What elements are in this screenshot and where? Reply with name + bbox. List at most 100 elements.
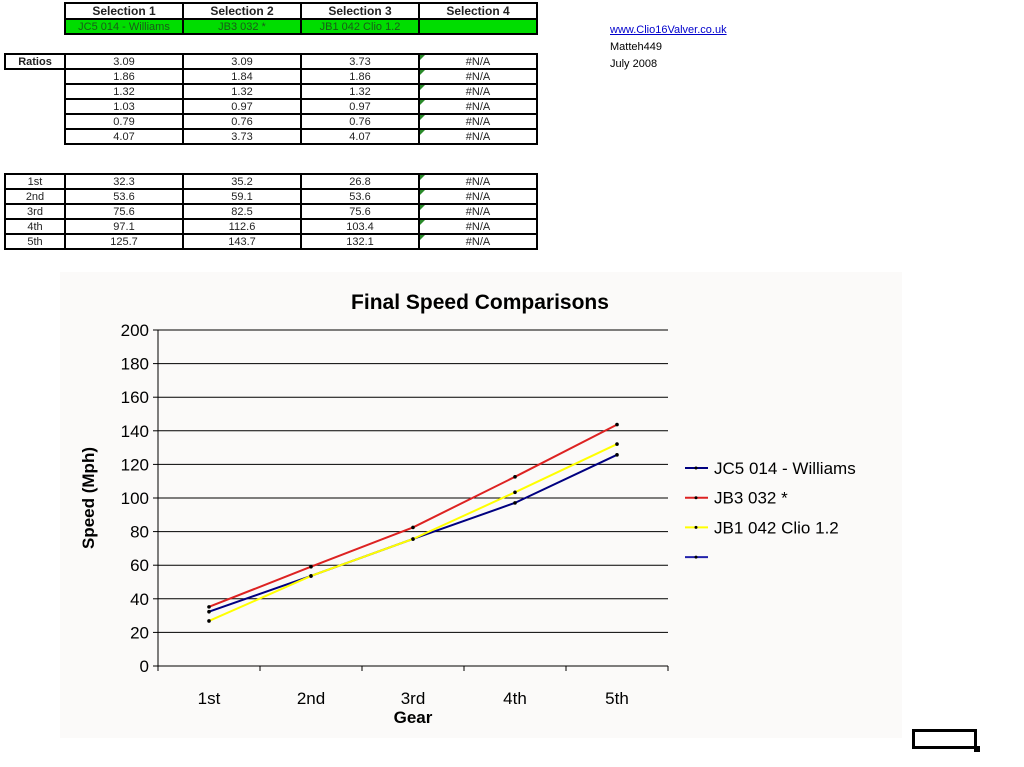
speed-cell[interactable]: 112.6 <box>182 218 302 235</box>
data-point <box>513 490 517 495</box>
speed-cell[interactable]: 59.1 <box>182 188 302 205</box>
selection-cell[interactable] <box>418 18 538 35</box>
ratio-cell[interactable]: 1.32 <box>300 83 420 100</box>
header-cell[interactable]: Selection 4 <box>418 2 538 20</box>
legend-label: JB3 032 * <box>714 489 788 508</box>
speed-cell[interactable]: #N/A <box>418 188 538 205</box>
ratio-cell[interactable]: 1.32 <box>64 83 184 100</box>
ratio-cell[interactable]: 3.09 <box>64 53 184 70</box>
legend-marker <box>694 525 698 529</box>
ratio-cell[interactable]: #N/A <box>418 83 538 100</box>
chart-area <box>60 272 902 738</box>
speed-row: 4th 97.1 112.6 103.4 #N/A <box>4 218 538 235</box>
x-tick-label: 1st <box>198 689 221 708</box>
ratio-row: 1.32 1.32 1.32 #N/A <box>5 83 538 100</box>
data-point <box>615 453 619 457</box>
speed-row: 5th 125.7 143.7 132.1 #N/A <box>4 233 538 250</box>
speed-cell[interactable]: 32.3 <box>64 173 184 190</box>
cell-selection-box[interactable] <box>912 729 980 752</box>
data-point <box>513 475 517 479</box>
ratio-cell[interactable]: #N/A <box>418 68 538 85</box>
header-cell[interactable]: Selection 2 <box>182 2 302 20</box>
speed-cell[interactable]: #N/A <box>418 233 538 250</box>
ratio-cell[interactable]: 1.86 <box>300 68 420 85</box>
ratio-cell[interactable]: 1.32 <box>182 83 302 100</box>
data-point <box>411 525 415 530</box>
y-tick-label: 0 <box>140 657 149 676</box>
ratio-cell[interactable]: #N/A <box>418 128 538 145</box>
x-tick-label: 2nd <box>297 689 325 708</box>
gear-label[interactable]: 4th <box>4 218 66 235</box>
speed-row: 1st 32.3 35.2 26.8 #N/A <box>4 173 538 190</box>
data-point <box>207 609 211 614</box>
y-tick-label: 100 <box>121 489 149 508</box>
speed-row: 2nd 53.6 59.1 53.6 #N/A <box>4 188 538 205</box>
speed-cell[interactable]: 132.1 <box>300 233 420 250</box>
ratio-cell[interactable]: #N/A <box>418 53 538 70</box>
ratio-cell[interactable]: #N/A <box>418 113 538 130</box>
legend-marker <box>694 466 698 470</box>
chart-title: Final Speed Comparisons <box>351 291 609 314</box>
speed-cell[interactable]: #N/A <box>418 218 538 235</box>
ratio-cell[interactable]: #N/A <box>418 98 538 115</box>
data-point <box>207 605 211 609</box>
ratio-cell[interactable]: 3.73 <box>300 53 420 70</box>
speeds-table: 1st 32.3 35.2 26.8 #N/A 2nd 53.6 59.1 53.6 #N/A 3r… <box>4 173 538 250</box>
header-cell[interactable]: Selection 3 <box>300 2 420 20</box>
ratio-row: 4.07 3.73 4.07 #N/A <box>5 128 538 145</box>
ratio-cell[interactable]: 0.76 <box>300 113 420 130</box>
gear-label[interactable]: 5th <box>4 233 66 250</box>
ratio-cell[interactable]: 1.84 <box>182 68 302 85</box>
speed-cell[interactable]: 35.2 <box>182 173 302 190</box>
row-label: Ratios <box>4 53 66 70</box>
speed-cell[interactable]: 82.5 <box>182 203 302 220</box>
speed-cell[interactable]: 53.6 <box>64 188 184 205</box>
ratio-cell[interactable]: 0.97 <box>300 98 420 115</box>
selection-cell[interactable]: JC5 014 - Williams <box>64 18 184 35</box>
speed-cell[interactable]: 53.6 <box>300 188 420 205</box>
website-link[interactable]: www.Clio16Valver.co.uk <box>610 24 727 36</box>
x-axis-label: Gear <box>394 708 433 727</box>
speed-cell[interactable]: 103.4 <box>300 218 420 235</box>
ratio-cell[interactable]: 3.73 <box>182 128 302 145</box>
gear-label[interactable]: 2nd <box>4 188 66 205</box>
ratio-cell[interactable]: 0.76 <box>182 113 302 130</box>
x-tick-label: 3rd <box>401 689 426 708</box>
x-tick-label: 4th <box>503 689 527 708</box>
y-tick-label: 20 <box>130 623 149 642</box>
gear-label[interactable]: 1st <box>4 173 66 190</box>
speed-cell[interactable]: #N/A <box>418 173 538 190</box>
gear-label[interactable]: 3rd <box>4 203 66 220</box>
speed-cell[interactable]: 26.8 <box>300 173 420 190</box>
speed-cell[interactable]: #N/A <box>418 203 538 220</box>
data-point <box>615 442 619 446</box>
speed-cell[interactable]: 125.7 <box>64 233 184 250</box>
speed-cell[interactable]: 97.1 <box>64 218 184 235</box>
date: July 2008 <box>610 58 658 70</box>
y-tick-label: 200 <box>121 321 149 340</box>
selection-cell[interactable]: JB1 042 Clio 1.2 <box>300 18 420 35</box>
legend-marker <box>694 496 698 500</box>
ratio-cell[interactable]: 1.03 <box>64 98 184 115</box>
selection-cell[interactable]: JB3 032 * <box>182 18 302 35</box>
y-tick-label: 180 <box>121 355 149 374</box>
data-point <box>513 501 517 505</box>
header-cell[interactable]: Selection 1 <box>64 2 184 20</box>
speed-cell[interactable]: 75.6 <box>300 203 420 220</box>
ratio-cell[interactable]: 1.86 <box>64 68 184 85</box>
speed-cell[interactable]: 143.7 <box>182 233 302 250</box>
ratio-cell[interactable]: 4.07 <box>64 128 184 145</box>
speed-cell[interactable]: 75.6 <box>64 203 184 220</box>
ratio-cell[interactable]: 0.97 <box>182 98 302 115</box>
ratio-cell[interactable]: 4.07 <box>300 128 420 145</box>
data-point <box>309 574 313 578</box>
ratio-row: Ratios 3.09 3.09 3.73 #N/A <box>4 53 538 70</box>
x-tick-label: 5th <box>605 689 629 708</box>
ratio-cell[interactable]: 0.79 <box>64 113 184 130</box>
data-point <box>309 564 313 569</box>
ratio-cell[interactable]: 3.09 <box>182 53 302 70</box>
ratio-row: 0.79 0.76 0.76 #N/A <box>5 113 538 130</box>
y-tick-label: 60 <box>130 556 149 575</box>
y-tick-label: 160 <box>121 388 149 407</box>
